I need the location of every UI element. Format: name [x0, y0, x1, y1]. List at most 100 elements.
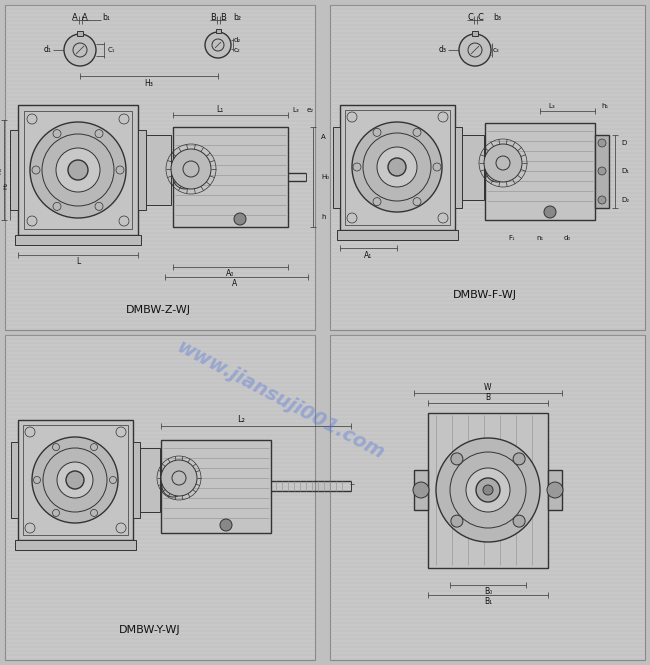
- Text: d₀: d₀: [564, 235, 571, 241]
- Circle shape: [64, 34, 96, 66]
- Circle shape: [352, 122, 442, 212]
- Circle shape: [57, 462, 93, 498]
- Bar: [548, 470, 562, 510]
- Circle shape: [220, 519, 232, 531]
- Bar: [23, 425, 128, 535]
- Text: C: C: [467, 13, 473, 23]
- Circle shape: [162, 475, 184, 497]
- Circle shape: [513, 453, 525, 465]
- Text: L₁: L₁: [216, 106, 224, 114]
- Circle shape: [547, 482, 563, 498]
- Circle shape: [205, 32, 231, 58]
- Circle shape: [486, 160, 508, 182]
- Text: L₃: L₃: [292, 107, 299, 113]
- Text: h₁: h₁: [601, 103, 608, 109]
- Text: W: W: [484, 382, 492, 392]
- Text: H₀: H₀: [321, 174, 329, 180]
- Circle shape: [66, 471, 84, 489]
- Bar: [414, 470, 428, 510]
- Text: D₂: D₂: [621, 197, 629, 203]
- Circle shape: [436, 438, 540, 542]
- Bar: [15, 235, 141, 245]
- Circle shape: [598, 139, 606, 147]
- Circle shape: [171, 149, 211, 189]
- Text: A: A: [233, 279, 238, 289]
- Bar: [595, 135, 609, 208]
- Text: A: A: [82, 13, 88, 23]
- Bar: [330, 335, 645, 660]
- Text: A₀: A₀: [226, 269, 234, 279]
- Circle shape: [388, 158, 406, 176]
- Text: A₁: A₁: [364, 251, 372, 259]
- Text: b₁: b₁: [102, 13, 110, 23]
- Bar: [173, 127, 288, 227]
- Text: B: B: [220, 13, 226, 23]
- Text: D₁: D₁: [621, 168, 629, 174]
- Bar: [5, 5, 315, 330]
- Text: B: B: [210, 13, 216, 23]
- Bar: [455, 127, 462, 208]
- Text: D: D: [621, 140, 626, 146]
- Text: C₁: C₁: [108, 47, 116, 53]
- Text: H₂: H₂: [3, 182, 8, 189]
- Circle shape: [56, 148, 100, 192]
- Text: L₃: L₃: [549, 103, 555, 109]
- Circle shape: [483, 485, 493, 495]
- Text: b₂: b₂: [233, 13, 241, 23]
- Bar: [340, 105, 455, 230]
- Text: h: h: [321, 214, 326, 220]
- Circle shape: [173, 165, 197, 189]
- Text: n₁: n₁: [536, 235, 543, 241]
- Circle shape: [30, 122, 126, 218]
- Text: L₂: L₂: [237, 416, 245, 424]
- Text: L: L: [76, 257, 80, 267]
- Text: e₂: e₂: [306, 107, 313, 113]
- Circle shape: [484, 144, 522, 182]
- Text: d₃: d₃: [439, 45, 447, 55]
- Text: B₀: B₀: [484, 587, 492, 597]
- Text: d₂: d₂: [234, 37, 241, 43]
- Text: c₃: c₃: [493, 47, 500, 53]
- Bar: [216, 29, 220, 33]
- Text: b₃: b₃: [493, 13, 501, 23]
- Bar: [138, 130, 146, 210]
- Bar: [161, 440, 271, 533]
- Text: H₃: H₃: [144, 80, 153, 88]
- Circle shape: [32, 437, 118, 523]
- Text: F₁: F₁: [508, 235, 515, 241]
- Text: DMBW-F-WJ: DMBW-F-WJ: [453, 290, 517, 300]
- Circle shape: [476, 478, 500, 502]
- Bar: [15, 540, 136, 550]
- Bar: [337, 230, 458, 240]
- Bar: [11, 442, 18, 518]
- Text: www.jiansuji001.com: www.jiansuji001.com: [173, 337, 387, 463]
- Circle shape: [161, 460, 197, 496]
- Circle shape: [466, 468, 510, 512]
- Circle shape: [451, 453, 463, 465]
- Bar: [18, 420, 133, 540]
- Text: B₁: B₁: [484, 597, 492, 606]
- Bar: [345, 110, 450, 225]
- Bar: [5, 335, 315, 660]
- Bar: [133, 442, 140, 518]
- Bar: [485, 123, 595, 220]
- Bar: [428, 413, 548, 568]
- Bar: [330, 5, 645, 330]
- Bar: [140, 448, 160, 512]
- Bar: [24, 111, 132, 229]
- Text: C: C: [477, 13, 483, 23]
- Bar: [472, 31, 478, 36]
- Circle shape: [598, 167, 606, 175]
- Bar: [10, 130, 18, 210]
- Text: DMBW-Y-WJ: DMBW-Y-WJ: [119, 625, 181, 635]
- Circle shape: [513, 515, 525, 527]
- Circle shape: [234, 213, 246, 225]
- Text: H₁: H₁: [0, 166, 3, 174]
- Circle shape: [598, 196, 606, 204]
- Bar: [77, 31, 83, 36]
- Circle shape: [459, 34, 491, 66]
- Circle shape: [68, 160, 88, 180]
- Bar: [333, 127, 340, 208]
- Text: A: A: [321, 134, 326, 140]
- Text: A: A: [72, 13, 78, 23]
